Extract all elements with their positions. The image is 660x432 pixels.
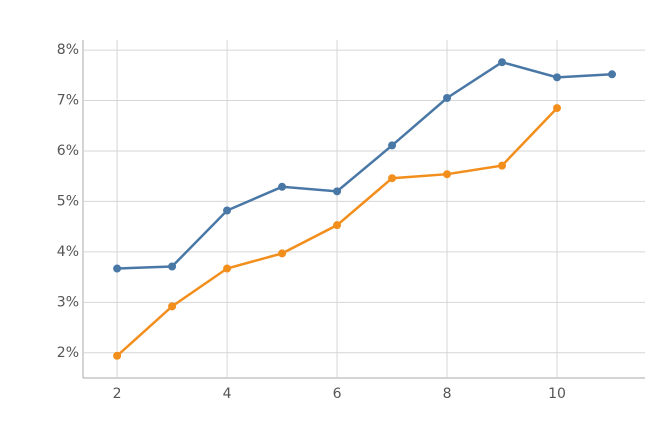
y-tick-label: 7% <box>57 93 79 109</box>
x-tick-label: 2 <box>113 386 122 402</box>
x-tick-label: 10 <box>548 386 566 402</box>
y-tick-label: 8% <box>57 42 79 58</box>
x-tick-label: 8 <box>443 386 452 402</box>
point <box>113 351 122 360</box>
point <box>223 264 232 273</box>
point <box>388 141 397 150</box>
point <box>278 249 287 258</box>
y-tick-label: 5% <box>57 193 79 209</box>
series-line <box>117 60 613 270</box>
point <box>443 94 452 103</box>
point <box>113 264 122 273</box>
x-tick-label: 6 <box>333 386 342 402</box>
point <box>498 161 507 170</box>
point <box>608 70 617 79</box>
y-tick-label: 2% <box>57 345 79 361</box>
point <box>333 221 342 230</box>
point <box>168 262 177 271</box>
y-tick-label: 3% <box>57 294 79 310</box>
point <box>388 174 397 183</box>
point <box>443 170 452 179</box>
point <box>168 302 177 311</box>
point <box>333 187 342 196</box>
point <box>553 73 562 82</box>
point <box>553 104 562 113</box>
y-tick-label: 4% <box>57 244 79 260</box>
y-tick-label: 6% <box>57 143 79 159</box>
x-tick-label: 4 <box>223 386 232 402</box>
point <box>223 206 232 215</box>
point <box>278 182 287 191</box>
point <box>498 58 507 67</box>
